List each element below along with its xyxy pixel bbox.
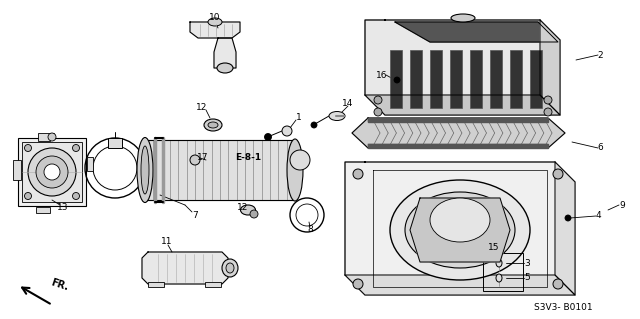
Ellipse shape bbox=[405, 192, 515, 268]
Circle shape bbox=[353, 169, 363, 179]
Text: 12: 12 bbox=[237, 203, 249, 211]
Ellipse shape bbox=[141, 146, 149, 194]
Text: E-8-1: E-8-1 bbox=[235, 152, 261, 161]
Bar bbox=[430, 50, 442, 108]
Text: 9: 9 bbox=[619, 201, 625, 210]
Circle shape bbox=[311, 122, 317, 128]
Circle shape bbox=[374, 108, 382, 116]
Bar bbox=[13, 160, 21, 180]
Circle shape bbox=[374, 96, 382, 104]
Text: 14: 14 bbox=[342, 99, 354, 108]
Circle shape bbox=[36, 156, 68, 188]
Circle shape bbox=[394, 77, 400, 83]
Text: 10: 10 bbox=[209, 13, 221, 23]
Bar bbox=[490, 50, 502, 108]
Text: 6: 6 bbox=[597, 144, 603, 152]
Circle shape bbox=[544, 108, 552, 116]
Text: 1: 1 bbox=[296, 114, 302, 122]
Ellipse shape bbox=[496, 259, 502, 267]
Ellipse shape bbox=[217, 63, 233, 73]
Bar bbox=[510, 50, 522, 108]
Ellipse shape bbox=[204, 119, 222, 131]
Circle shape bbox=[544, 96, 552, 104]
Polygon shape bbox=[345, 162, 575, 295]
Bar bbox=[18, 138, 86, 206]
Polygon shape bbox=[345, 275, 575, 295]
Text: 17: 17 bbox=[197, 153, 209, 162]
Bar bbox=[530, 50, 542, 108]
Text: 15: 15 bbox=[488, 242, 499, 251]
Circle shape bbox=[553, 169, 563, 179]
Bar bbox=[148, 282, 164, 287]
Text: 2: 2 bbox=[597, 50, 603, 60]
Text: 7: 7 bbox=[192, 211, 198, 219]
Circle shape bbox=[353, 279, 363, 289]
Circle shape bbox=[24, 145, 31, 152]
Text: 16: 16 bbox=[376, 70, 388, 79]
Circle shape bbox=[190, 155, 200, 165]
Text: S3V3- B0101: S3V3- B0101 bbox=[534, 303, 592, 313]
Polygon shape bbox=[365, 95, 560, 115]
Ellipse shape bbox=[208, 18, 222, 26]
Ellipse shape bbox=[496, 274, 502, 282]
Text: 5: 5 bbox=[524, 273, 530, 283]
Ellipse shape bbox=[390, 180, 530, 280]
Polygon shape bbox=[190, 22, 240, 38]
Text: 13: 13 bbox=[57, 203, 68, 211]
Polygon shape bbox=[142, 252, 228, 284]
Circle shape bbox=[553, 279, 563, 289]
Circle shape bbox=[565, 215, 571, 221]
Circle shape bbox=[48, 133, 56, 141]
Polygon shape bbox=[365, 20, 560, 115]
Polygon shape bbox=[410, 198, 510, 262]
Text: 4: 4 bbox=[595, 211, 601, 220]
Bar bbox=[87, 157, 93, 171]
Bar bbox=[450, 50, 462, 108]
Bar bbox=[410, 50, 422, 108]
Ellipse shape bbox=[208, 122, 218, 128]
Ellipse shape bbox=[329, 112, 345, 121]
Circle shape bbox=[264, 133, 271, 140]
Polygon shape bbox=[368, 118, 548, 122]
Bar bbox=[483, 253, 523, 291]
Bar bbox=[22, 142, 82, 202]
Ellipse shape bbox=[222, 259, 238, 277]
Polygon shape bbox=[395, 22, 558, 42]
Ellipse shape bbox=[451, 14, 475, 22]
Circle shape bbox=[44, 164, 60, 180]
Bar bbox=[470, 50, 482, 108]
Circle shape bbox=[72, 145, 79, 152]
Polygon shape bbox=[368, 144, 548, 148]
Ellipse shape bbox=[497, 234, 502, 240]
Ellipse shape bbox=[430, 198, 490, 242]
Circle shape bbox=[72, 192, 79, 199]
Text: 12: 12 bbox=[196, 103, 208, 113]
Circle shape bbox=[28, 148, 76, 196]
Text: FR.: FR. bbox=[50, 278, 70, 293]
Polygon shape bbox=[352, 118, 565, 148]
Ellipse shape bbox=[241, 205, 255, 215]
Bar bbox=[390, 50, 402, 108]
Bar bbox=[38, 133, 50, 141]
Ellipse shape bbox=[226, 263, 234, 273]
Circle shape bbox=[282, 126, 292, 136]
Ellipse shape bbox=[287, 139, 303, 201]
Text: 3: 3 bbox=[524, 258, 530, 268]
Polygon shape bbox=[555, 162, 575, 295]
Circle shape bbox=[250, 210, 258, 218]
Text: 11: 11 bbox=[161, 238, 173, 247]
Ellipse shape bbox=[137, 137, 153, 203]
Bar bbox=[36, 207, 50, 213]
Bar bbox=[108, 138, 122, 148]
Polygon shape bbox=[540, 20, 560, 115]
Polygon shape bbox=[214, 38, 236, 68]
Ellipse shape bbox=[290, 150, 310, 170]
Text: 8: 8 bbox=[307, 226, 313, 234]
Bar bbox=[205, 282, 221, 287]
Circle shape bbox=[24, 192, 31, 199]
Polygon shape bbox=[145, 140, 295, 200]
